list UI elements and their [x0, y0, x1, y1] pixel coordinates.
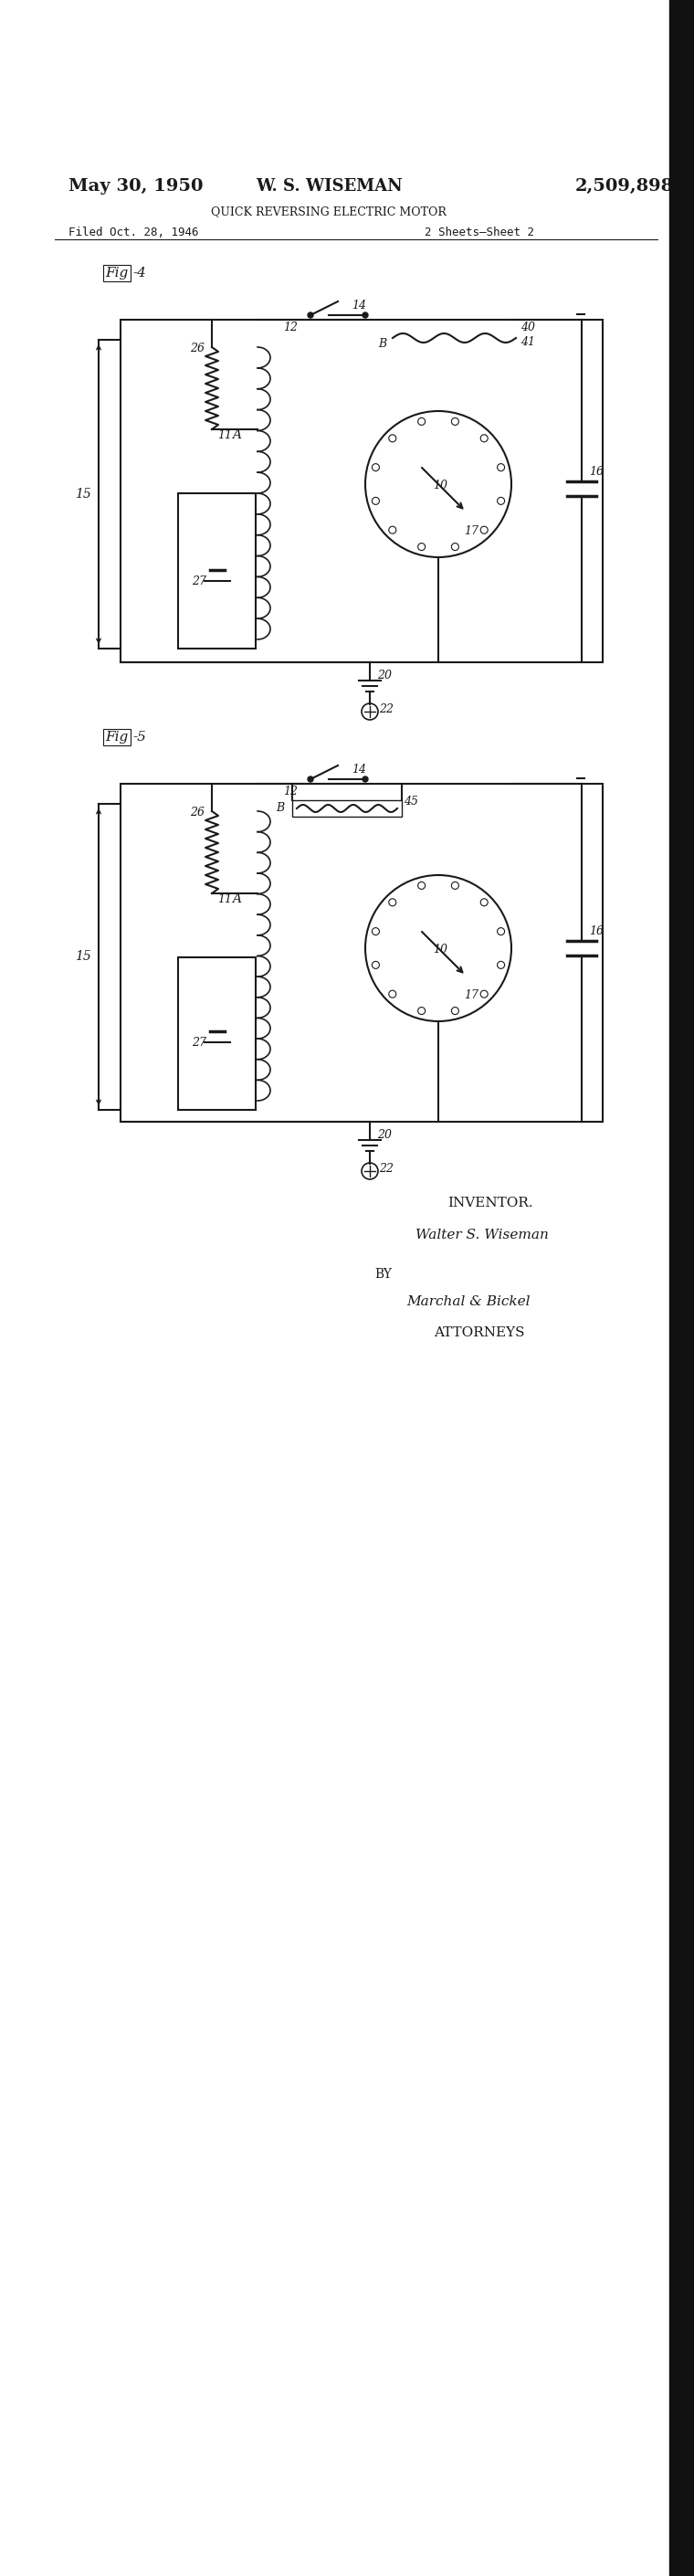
Circle shape	[307, 312, 313, 317]
Text: 12: 12	[283, 786, 298, 799]
Text: QUICK REVERSING ELECTRIC MOTOR: QUICK REVERSING ELECTRIC MOTOR	[211, 206, 446, 216]
Bar	[121, 319, 602, 662]
Text: 15: 15	[75, 487, 92, 500]
Text: 16: 16	[589, 925, 604, 938]
Circle shape	[362, 775, 368, 783]
Text: W. S. WISEMAN: W. S. WISEMAN	[255, 178, 402, 196]
Text: 15: 15	[75, 951, 92, 963]
Text: 2,509,898: 2,509,898	[575, 178, 674, 196]
Circle shape	[362, 1162, 378, 1180]
Circle shape	[362, 703, 378, 719]
Text: 40: 40	[520, 322, 535, 332]
Text: Marchal & Bickel: Marchal & Bickel	[407, 1296, 530, 1309]
Circle shape	[307, 775, 313, 783]
Text: B: B	[378, 337, 387, 350]
Text: 20: 20	[377, 670, 391, 683]
Text: -5: -5	[133, 732, 146, 744]
Text: INVENTOR.: INVENTOR.	[448, 1198, 533, 1211]
Text: -4: -4	[133, 268, 146, 281]
Text: 12: 12	[283, 322, 298, 332]
Text: 27: 27	[192, 574, 206, 587]
Text: Fig: Fig	[105, 268, 128, 281]
Text: 22: 22	[379, 703, 393, 716]
Bar	[178, 958, 255, 1110]
Text: 20: 20	[377, 1128, 391, 1141]
Bar	[178, 492, 255, 649]
Text: 16: 16	[589, 466, 604, 477]
Text: 22: 22	[379, 1162, 393, 1175]
Text: 2 Sheets–Sheet 2: 2 Sheets–Sheet 2	[425, 227, 534, 240]
Text: 17: 17	[464, 989, 478, 1002]
Text: B: B	[276, 801, 284, 814]
Text: 11: 11	[217, 894, 232, 904]
Text: 26: 26	[190, 343, 205, 355]
Text: BY: BY	[374, 1267, 391, 1280]
Text: 26: 26	[190, 806, 205, 819]
Text: 14: 14	[352, 762, 366, 775]
Text: 11: 11	[217, 430, 232, 440]
Text: 27: 27	[192, 1036, 206, 1048]
Text: 41: 41	[520, 335, 535, 348]
Text: 10: 10	[433, 943, 448, 956]
Text: A: A	[232, 428, 241, 440]
Text: 14: 14	[352, 299, 366, 312]
Text: Filed Oct. 28, 1946: Filed Oct. 28, 1946	[69, 227, 198, 240]
Text: A: A	[232, 891, 241, 904]
Text: May 30, 1950: May 30, 1950	[69, 178, 203, 196]
Circle shape	[362, 312, 368, 317]
Bar	[669, 0, 694, 2576]
Text: 17: 17	[464, 526, 478, 538]
Text: 10: 10	[433, 479, 448, 492]
Text: Fig: Fig	[105, 732, 128, 744]
Bar	[292, 801, 402, 817]
Bar	[121, 783, 602, 1121]
Text: 45: 45	[404, 796, 418, 806]
Text: ATTORNEYS: ATTORNEYS	[434, 1327, 525, 1340]
Text: Walter S. Wiseman: Walter S. Wiseman	[416, 1229, 549, 1242]
